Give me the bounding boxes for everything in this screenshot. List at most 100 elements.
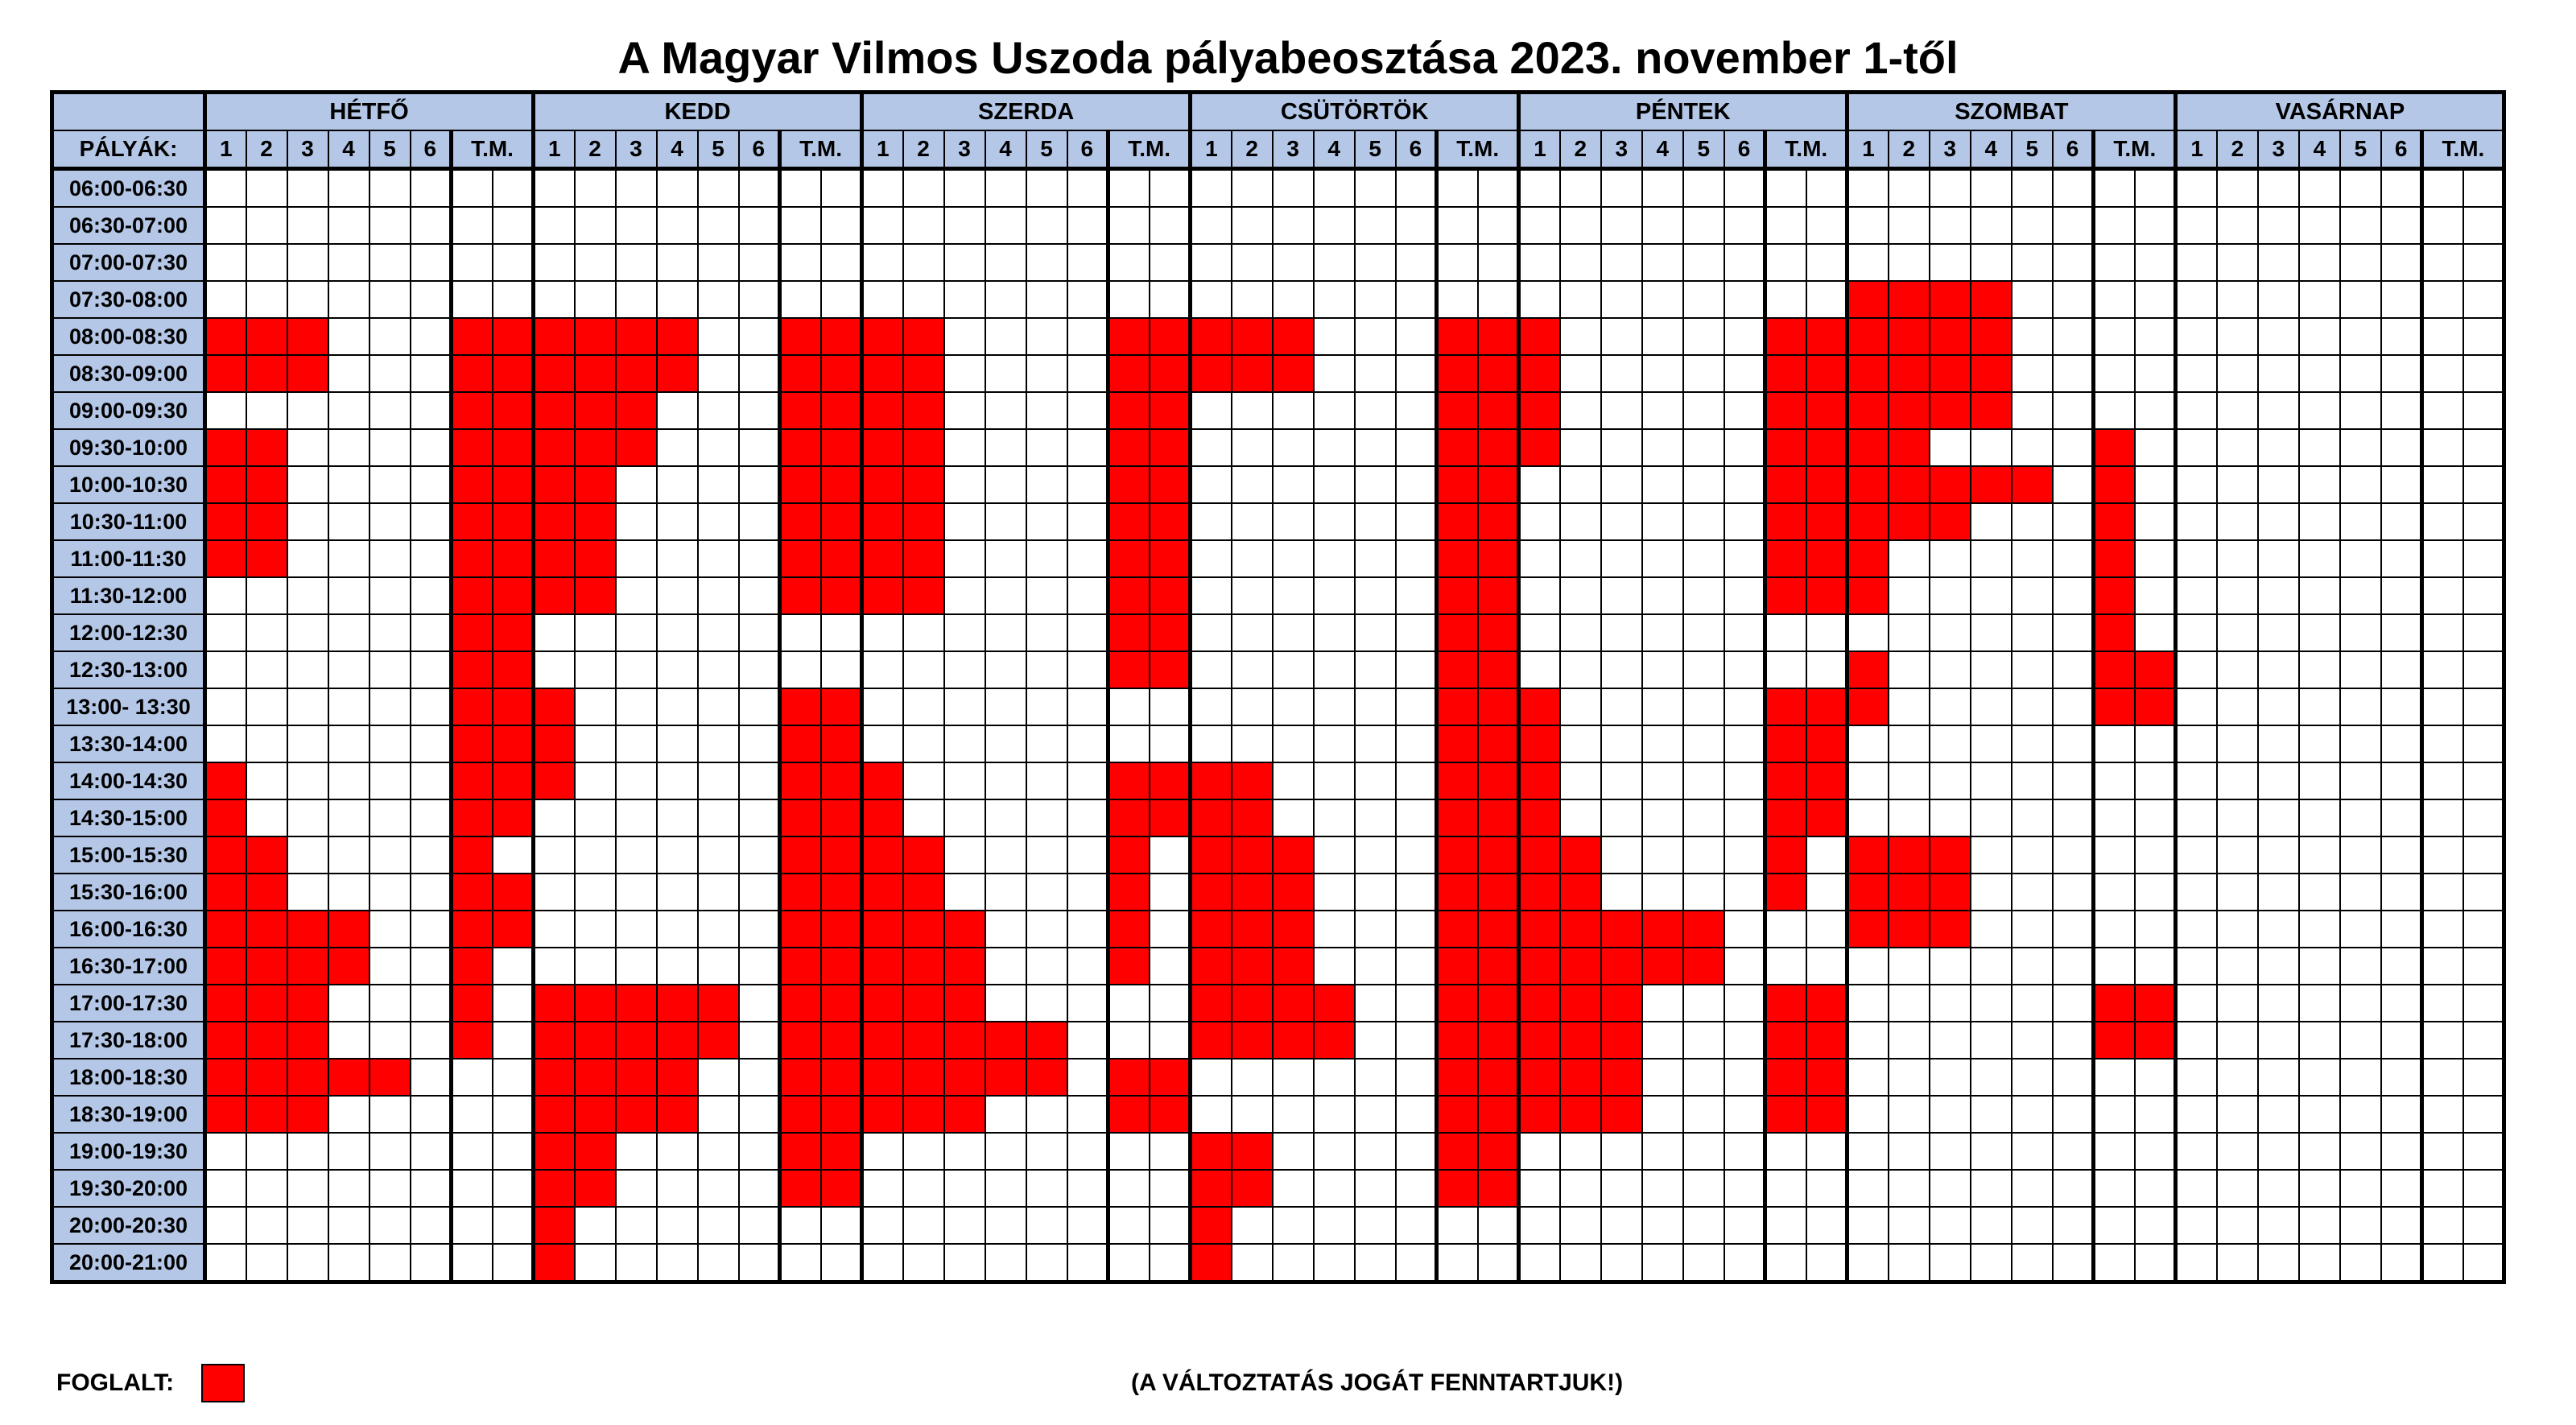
free-slot-cell	[2462, 1132, 2505, 1171]
free-slot-cell	[327, 799, 370, 837]
day-header: VASÁRNAP	[2174, 91, 2505, 131]
free-slot-cell	[245, 576, 288, 615]
busy-slot-cell	[1148, 428, 1191, 467]
free-slot-cell	[449, 206, 493, 245]
free-slot-cell	[1312, 613, 1356, 652]
free-slot-cell	[2174, 428, 2218, 467]
free-slot-cell	[286, 688, 329, 726]
free-slot-cell	[1066, 799, 1109, 837]
busy-slot-cell	[1763, 725, 1807, 763]
free-slot-cell	[2339, 391, 2382, 430]
busy-slot-cell	[286, 910, 329, 948]
free-slot-cell	[327, 354, 370, 393]
busy-slot-cell	[778, 1095, 822, 1134]
free-slot-cell	[1025, 539, 1068, 578]
busy-slot-cell	[573, 317, 617, 356]
free-slot-cell	[2051, 799, 2095, 837]
busy-slot-cell	[531, 1095, 576, 1134]
free-slot-cell	[1558, 613, 1602, 652]
free-slot-cell	[1353, 354, 1397, 393]
busy-slot-cell	[943, 1095, 986, 1134]
busy-slot-cell	[778, 317, 822, 356]
time-slot-row: 18:00-18:30	[51, 1058, 2505, 1097]
busy-slot-cell	[1230, 984, 1274, 1022]
free-slot-cell	[2133, 873, 2177, 911]
busy-slot-cell	[203, 502, 247, 541]
free-slot-cell	[696, 317, 740, 356]
busy-slot-cell	[1188, 799, 1232, 837]
busy-slot-cell	[1845, 873, 1889, 911]
free-slot-cell	[286, 539, 329, 578]
free-slot-cell	[1887, 1243, 1930, 1283]
free-slot-cell	[491, 947, 535, 985]
free-slot-cell	[1353, 539, 1397, 578]
busy-slot-cell	[902, 984, 945, 1022]
free-slot-cell	[655, 613, 699, 652]
free-slot-cell	[1271, 762, 1315, 800]
free-slot-cell	[2420, 354, 2464, 393]
free-slot-cell	[1600, 688, 1643, 726]
free-slot-cell	[778, 167, 822, 208]
busy-slot-cell	[1845, 688, 1889, 726]
busy-slot-cell	[1435, 613, 1479, 652]
time-slot-row: 10:00-10:30	[51, 465, 2505, 504]
free-slot-cell	[1435, 1243, 1479, 1283]
busy-slot-cell	[1476, 1058, 1520, 1097]
busy-slot-cell	[1845, 651, 1889, 689]
day-header: CSÜTÖRTÖK	[1188, 91, 1520, 131]
free-slot-cell	[2339, 873, 2382, 911]
busy-slot-cell	[2091, 613, 2136, 652]
free-slot-cell	[1353, 167, 1397, 208]
free-slot-cell	[2462, 613, 2505, 652]
free-slot-cell	[1641, 799, 1684, 837]
free-slot-cell	[409, 502, 452, 541]
busy-slot-cell	[1476, 317, 1520, 356]
free-slot-cell	[1271, 576, 1315, 615]
free-slot-cell	[1476, 243, 1520, 282]
free-slot-cell	[1394, 688, 1438, 726]
free-slot-cell	[409, 984, 452, 1022]
busy-slot-cell	[531, 1058, 576, 1097]
busy-slot-cell	[1148, 576, 1191, 615]
free-slot-cell	[1106, 1132, 1150, 1171]
busy-slot-cell	[491, 688, 535, 726]
free-slot-cell	[2051, 1243, 2095, 1283]
free-slot-cell	[2462, 984, 2505, 1022]
free-slot-cell	[2256, 428, 2300, 467]
free-slot-cell	[2420, 1021, 2464, 1059]
busy-slot-cell	[1763, 465, 1807, 504]
lane-header: 4	[1312, 130, 1356, 171]
free-slot-cell	[2133, 1243, 2177, 1283]
busy-slot-cell	[203, 465, 247, 504]
free-slot-cell	[2215, 725, 2259, 763]
busy-slot-cell	[245, 1095, 288, 1134]
busy-slot-cell	[1230, 1021, 1274, 1059]
busy-slot-cell	[1106, 836, 1150, 874]
free-slot-cell	[2339, 1132, 2382, 1171]
free-slot-cell	[860, 243, 904, 282]
free-slot-cell	[2256, 651, 2300, 689]
free-slot-cell	[614, 725, 658, 763]
free-slot-cell	[1969, 428, 2013, 467]
free-slot-cell	[1394, 465, 1438, 504]
free-slot-cell	[2133, 1169, 2177, 1208]
lane-header-tm: T.M.	[1763, 130, 1848, 171]
free-slot-cell	[1312, 1243, 1356, 1283]
free-slot-cell	[1682, 1169, 1725, 1208]
free-slot-cell	[2174, 1243, 2218, 1283]
free-slot-cell	[1517, 1169, 1561, 1208]
busy-slot-cell	[1188, 762, 1232, 800]
busy-slot-cell	[819, 1169, 863, 1208]
free-slot-cell	[1025, 243, 1068, 282]
busy-slot-cell	[1805, 539, 1848, 578]
free-slot-cell	[1558, 428, 1602, 467]
busy-slot-cell	[203, 539, 247, 578]
free-slot-cell	[1312, 167, 1356, 208]
time-slot-row: 15:00-15:30	[51, 836, 2505, 874]
busy-slot-cell	[1641, 910, 1684, 948]
free-slot-cell	[1558, 280, 1602, 319]
busy-slot-cell	[1230, 317, 1274, 356]
busy-slot-cell	[1476, 428, 1520, 467]
time-slot-row: 12:00-12:30	[51, 613, 2505, 652]
free-slot-cell	[491, 1243, 535, 1283]
